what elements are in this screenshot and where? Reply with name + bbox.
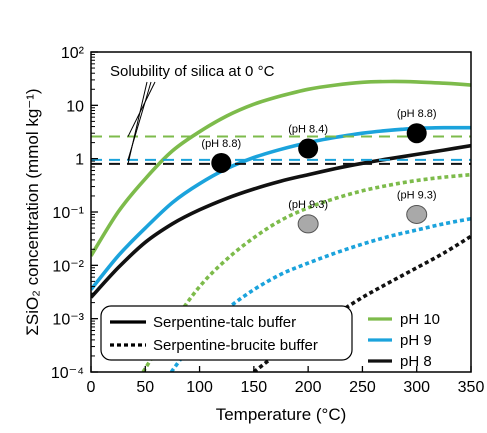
annotation-layer: Solubility of silica at 0 °C (110, 63, 275, 164)
data-point-5 (406, 204, 428, 224)
y-tick-label-6: 10² (61, 45, 85, 62)
data-point-label-3: (pH 8.8) (397, 108, 437, 120)
data-points: (pH 8.8) (pH 8.4) (pH 8.8) (pH 9.3) (pH 9.3) (201, 108, 437, 234)
legend: Serpentine-talc buffer Serpentine-brucite… (100, 304, 468, 370)
x-tick-label-0: 0 (87, 379, 96, 396)
x-tick-label-250: 250 (349, 379, 376, 396)
series-serpentine-talc-ph-10 (91, 79, 471, 257)
y-tick-label-2: 10⁻² (52, 258, 84, 275)
data-point-label-2: (pH 8.4) (288, 124, 328, 136)
buffer-legend-label-1: Serpentine-talc buffer (153, 314, 296, 331)
ph-legend-label-1: pH 10 (400, 311, 440, 328)
y-tick-label-5: 10 (66, 98, 84, 115)
y-axis-title: ΣSiO₂ concentration (mmol kg⁻¹) (23, 88, 42, 335)
data-point-3 (406, 123, 427, 144)
data-point-2 (298, 138, 319, 159)
y-tick-label-4: 1 (75, 152, 84, 169)
series-serpentine-talc-ph-8 (91, 143, 471, 299)
annotation-leader-line-1 (127, 81, 156, 137)
data-point-1 (211, 152, 232, 173)
ph-legend-label-2: pH 9 (400, 332, 432, 349)
buffer-legend-label-2: Serpentine-brucite buffer (153, 337, 318, 354)
y-tick-label-0: 10⁻⁴ (51, 365, 84, 382)
x-tick-label-300: 300 (403, 379, 430, 396)
solubility-annotation-label: Solubility of silica at 0 °C (110, 63, 275, 80)
x-tick-label-100: 100 (186, 379, 213, 396)
annotation-leader-line-3 (127, 81, 148, 164)
buffer-legend-box (100, 305, 353, 361)
x-tick-label-200: 200 (295, 379, 322, 396)
data-point-label-1: (pH 8.8) (201, 138, 241, 150)
ph-legend-bg (364, 304, 468, 366)
y-tick-label-1: 10⁻³ (52, 312, 84, 329)
x-tick-label-50: 50 (136, 379, 154, 396)
data-point-4 (297, 214, 319, 234)
ph-legend-label-3: pH 8 (400, 353, 432, 370)
x-tick-label-150: 150 (241, 379, 268, 396)
x-axis-title: Temperature (°C) (216, 405, 347, 424)
y-tick-label-3: 10⁻¹ (52, 205, 84, 222)
axes: 0 50 100 150 200 250 300 350 10⁻⁴ 10⁻³ 10⁻² 10⁻¹ 1 10… (23, 45, 484, 424)
data-point-label-4: (pH 9.3) (288, 199, 328, 211)
series-serpentine-brucite-ph-9 (169, 216, 471, 372)
data-point-label-5: (pH 9.3) (397, 189, 437, 201)
x-tick-label-350: 350 (458, 379, 485, 396)
